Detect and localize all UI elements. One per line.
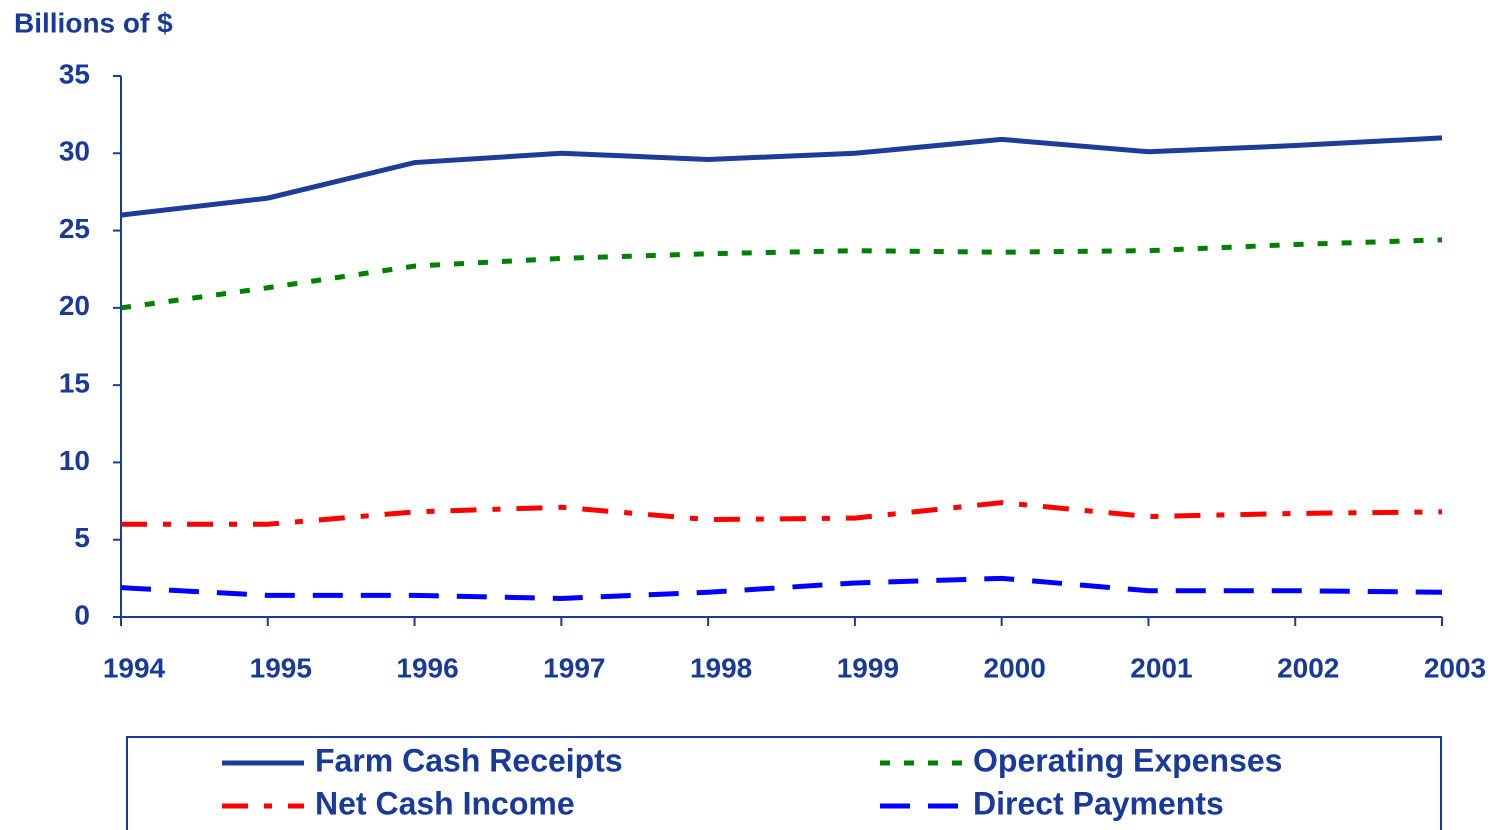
y-tick-label: 25	[59, 213, 90, 244]
x-tick-label: 2001	[1130, 652, 1192, 683]
x-tick-label: 1999	[837, 652, 899, 683]
legend-label: Net Cash Income	[315, 785, 575, 821]
y-tick-label: 35	[59, 58, 90, 89]
series-line	[120, 135, 1443, 218]
y-tick-label: 30	[59, 136, 90, 167]
y-tick-label: 15	[59, 368, 90, 399]
y-tick-label: 5	[74, 522, 90, 553]
x-tick-label: 1994	[103, 652, 166, 683]
x-tick-label: 1995	[250, 652, 312, 683]
y-tick-label: 10	[59, 445, 90, 476]
legend-box	[126, 736, 1442, 830]
y-tick-label: 0	[74, 599, 90, 630]
x-tick-label: 2000	[984, 652, 1046, 683]
x-tick-label: 2003	[1424, 652, 1486, 683]
x-tick-label: 1998	[690, 652, 752, 683]
y-tick-label: 20	[59, 290, 90, 321]
legend-label: Farm Cash Receipts	[315, 742, 623, 778]
y-axis-label: Billions of $	[14, 7, 173, 38]
legend-label: Operating Expenses	[973, 742, 1282, 778]
series-line	[120, 237, 1443, 311]
series-line	[121, 500, 1443, 527]
series-line	[120, 575, 1443, 601]
x-tick-label: 1997	[543, 652, 605, 683]
x-tick-label: 1996	[396, 652, 458, 683]
x-tick-label: 2002	[1277, 652, 1339, 683]
legend-label: Direct Payments	[973, 785, 1224, 821]
